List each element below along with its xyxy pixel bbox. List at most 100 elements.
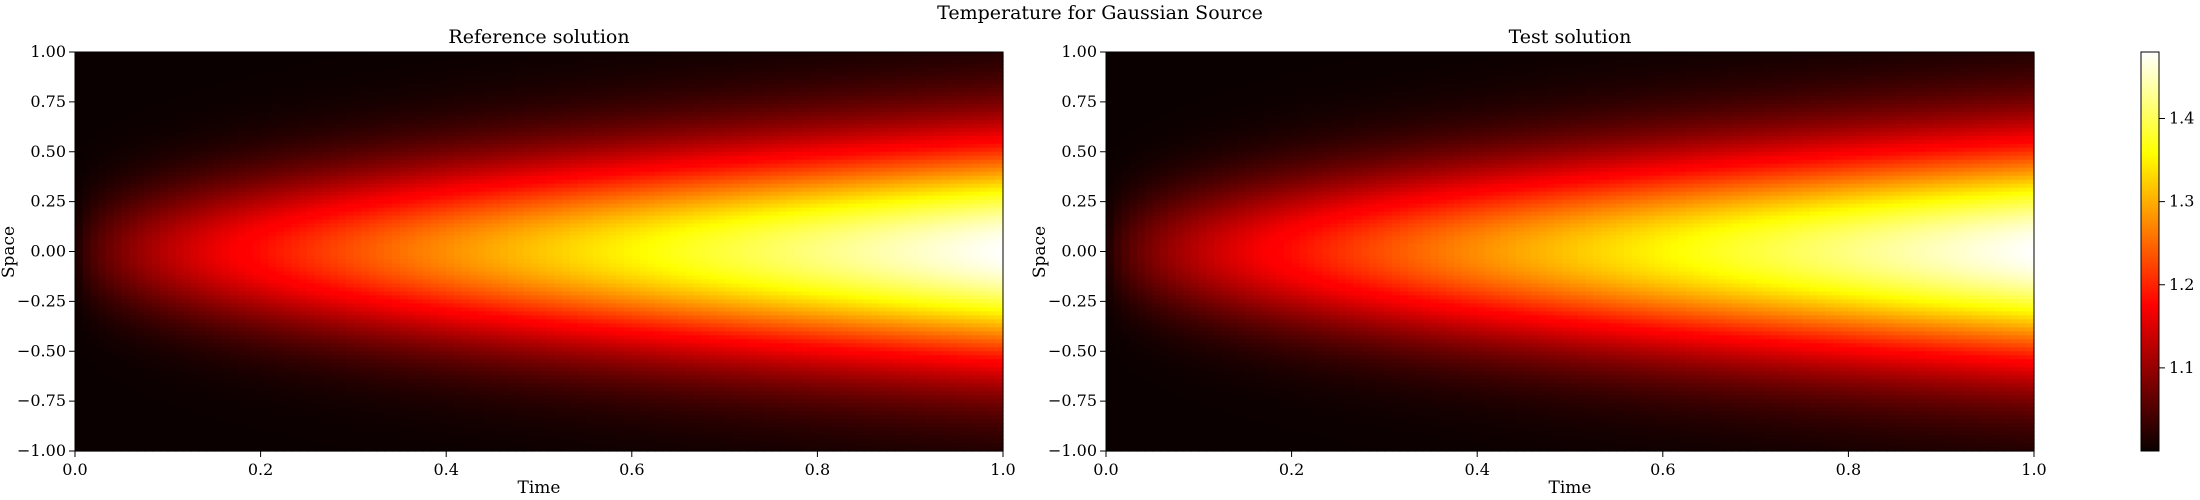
heatmap-cell [198, 107, 208, 113]
heatmap-cell [322, 247, 331, 253]
heatmap-cell [237, 195, 246, 201]
heatmap-cell [276, 275, 285, 281]
heatmap-cell [423, 127, 432, 133]
heatmap-cell [307, 355, 316, 360]
heatmap-cell [252, 307, 262, 312]
heatmap-cell [90, 199, 99, 205]
heatmap-cell [361, 275, 370, 281]
heatmap-cell [446, 311, 455, 316]
heatmap-cell [121, 311, 130, 316]
heatmap-cell [415, 303, 424, 308]
heatmap-cell [353, 407, 362, 412]
heatmap-cell [191, 79, 200, 85]
heatmap-cell [322, 171, 331, 177]
heatmap-cell [376, 139, 385, 145]
heatmap-cell [276, 259, 285, 265]
heatmap-cell [330, 131, 339, 137]
heatmap-cell [152, 159, 161, 165]
heatmap-cell [392, 199, 401, 205]
heatmap-cell [345, 219, 354, 225]
heatmap-cell [98, 355, 107, 360]
heatmap-cell [82, 271, 92, 277]
heatmap-cell [353, 119, 362, 125]
heatmap-cell [206, 175, 215, 181]
heatmap-cell [198, 203, 208, 209]
heatmap-cell [221, 291, 231, 296]
heatmap-cell [237, 247, 246, 253]
heatmap-cell [384, 255, 393, 261]
heatmap-cell [136, 395, 146, 400]
heatmap-cell [399, 207, 409, 213]
heatmap-cell [392, 367, 401, 372]
heatmap-cell [337, 303, 347, 308]
heatmap-cell [322, 55, 331, 61]
heatmap-cell [198, 79, 208, 85]
heatmap-cell [105, 163, 115, 169]
heatmap-cell [183, 52, 192, 57]
heatmap-cell [430, 359, 440, 364]
heatmap-cell [407, 379, 416, 384]
heatmap-cell [430, 351, 440, 356]
heatmap-cell [252, 411, 262, 416]
heatmap-cell [206, 211, 215, 217]
heatmap-cell [144, 435, 153, 440]
heatmap-cell [105, 399, 115, 404]
heatmap-cell [438, 283, 447, 289]
heatmap-cell [191, 75, 200, 81]
heatmap-cell [361, 351, 370, 356]
heatmap-cell [206, 359, 215, 364]
heatmap-cell [237, 371, 246, 376]
heatmap-cell [446, 263, 455, 269]
heatmap-cell [152, 295, 161, 300]
heatmap-cell [268, 335, 277, 340]
heatmap-cell [438, 115, 447, 121]
heatmap-cell [276, 231, 285, 237]
heatmap-cell [314, 359, 324, 364]
heatmap-cell [175, 335, 184, 340]
heatmap-cell [175, 171, 184, 177]
heatmap-cell [353, 52, 362, 57]
heatmap-cell [214, 87, 223, 93]
heatmap-cell [283, 139, 293, 145]
heatmap-cell [82, 223, 92, 229]
heatmap-cell [268, 243, 277, 249]
heatmap-cell [368, 171, 378, 177]
heatmap-cell [314, 311, 324, 316]
heatmap-cell [121, 259, 130, 265]
heatmap-cell [75, 247, 84, 253]
heatmap-cell [105, 191, 115, 197]
heatmap-cell [446, 52, 455, 57]
heatmap-cell [98, 279, 107, 285]
heatmap-cell [183, 143, 192, 149]
heatmap-cell [206, 247, 215, 253]
heatmap-cell [430, 239, 440, 245]
heatmap-cell [245, 403, 254, 408]
heatmap-cell [299, 207, 308, 213]
heatmap-cell [221, 159, 231, 165]
heatmap-cell [252, 399, 262, 404]
heatmap-cell [283, 183, 293, 189]
heatmap-cell [152, 311, 161, 316]
heatmap-cell [276, 223, 285, 229]
heatmap-cell [75, 291, 84, 296]
heatmap-cell [322, 379, 331, 384]
heatmap-cell [322, 103, 331, 109]
heatmap-cell [175, 127, 184, 133]
heatmap-cell [237, 347, 246, 352]
heatmap-cell [446, 159, 455, 165]
heatmap-cell [237, 119, 246, 125]
heatmap-cell [160, 55, 169, 61]
heatmap-cell [129, 427, 138, 432]
heatmap-cell [376, 255, 385, 261]
heatmap-cell [314, 119, 324, 125]
heatmap-cell [438, 107, 447, 113]
heatmap-cell [121, 179, 130, 185]
heatmap-cell [237, 115, 246, 121]
heatmap-cell [368, 67, 378, 73]
heatmap-cell [183, 307, 192, 312]
heatmap-cell [399, 91, 409, 97]
heatmap-cell [237, 319, 246, 324]
heatmap-cell [214, 259, 223, 265]
heatmap-cell [283, 155, 293, 161]
heatmap-cell [453, 323, 463, 328]
